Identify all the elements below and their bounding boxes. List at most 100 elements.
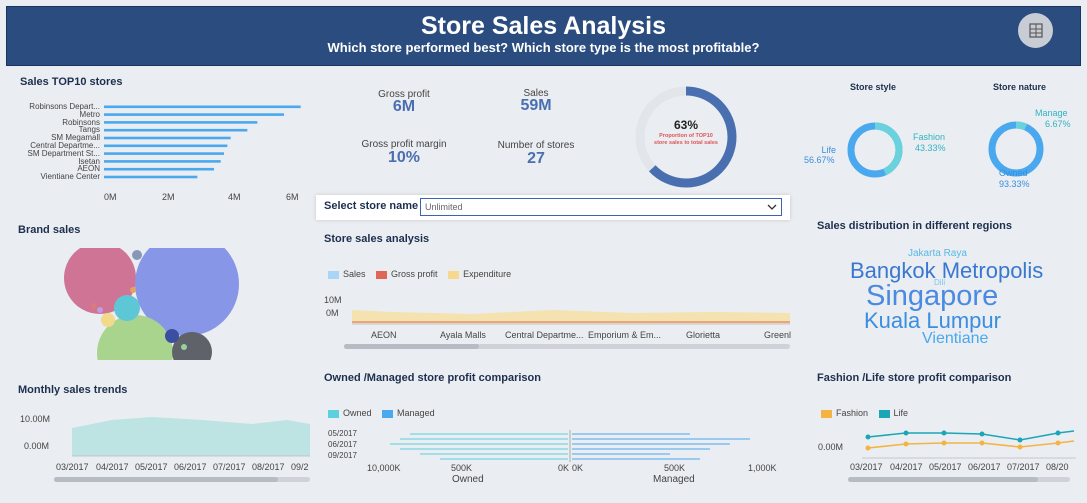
word-vientiane[interactable]: Vientiane <box>922 330 989 347</box>
brand-bubble[interactable] <box>64 248 136 314</box>
om-xtick: 10,000K <box>367 463 401 473</box>
kpi-margin-value: 10% <box>387 149 421 166</box>
fashion-arc <box>847 122 903 178</box>
fashion-pct: 43.33% <box>915 143 946 153</box>
top10-title: Sales TOP10 stores <box>20 76 123 88</box>
top10-store-label: SM Megamall <box>51 133 100 143</box>
legend-gross-profit[interactable]: Gross profit <box>376 269 438 279</box>
store-sales-xaxis: AEON Ayala Malls Central Departme... Emp… <box>340 330 791 342</box>
fashion-label: Fashion <box>913 132 946 142</box>
store-sales-ytick: 10M <box>324 295 342 305</box>
legend-managed[interactable]: Managed <box>382 408 435 418</box>
kpi-sales-value: 59M <box>520 97 552 114</box>
legend-fashion[interactable]: Fashion <box>821 408 868 418</box>
fashion-life-legend: Fashion Life <box>821 408 908 418</box>
om-axis-managed: Managed <box>653 474 695 485</box>
top10-bar[interactable] <box>104 175 198 179</box>
top10-bar[interactable] <box>104 113 284 116</box>
legend-label: Expenditure <box>463 269 512 279</box>
owned-managed-yaxis: 05/2017 06/2017 09/2017 <box>328 428 357 461</box>
top10-bar[interactable] <box>104 160 221 163</box>
top10-bar[interactable] <box>104 152 224 155</box>
store-sales-ytick: 0M <box>326 308 339 318</box>
top10-tick: 2M <box>162 192 175 202</box>
top10-store-label: Tangs <box>78 125 100 135</box>
word-kuala[interactable]: Kuala Lumpur <box>864 308 1001 333</box>
top10-bar[interactable] <box>104 128 248 132</box>
top10-store-label: Central Departme... <box>30 140 100 150</box>
top10-store-label: Isetan <box>78 156 100 166</box>
top10-bar[interactable] <box>104 167 214 171</box>
owned-managed-legend: Owned Managed <box>328 408 435 418</box>
kpi-gross-profit-label: Gross profit <box>378 89 430 100</box>
store-select-label: Select store name <box>324 200 419 212</box>
regions-title: Sales distribution in different regions <box>817 220 1012 232</box>
brand-bubble[interactable] <box>91 303 97 309</box>
kpi-gross-profit-value: 6M <box>392 98 416 115</box>
fl-xtick: 08/20 <box>1046 462 1069 472</box>
brand-bubble[interactable] <box>130 287 136 293</box>
monthly-xtick: 04/2017 <box>96 462 129 472</box>
top10-bar[interactable] <box>104 136 231 140</box>
om-ytick: 09/2017 <box>328 451 357 460</box>
word-dili[interactable]: Dili <box>934 278 946 287</box>
fashion-points <box>865 440 1061 451</box>
word-bangkok[interactable]: Bangkok Metropolis <box>850 258 1044 283</box>
fl-xtick: 06/2017 <box>968 462 1001 472</box>
expenditure-area <box>352 310 790 324</box>
legend-swatch <box>382 409 394 418</box>
fl-xtick: 04/2017 <box>890 462 923 472</box>
brand-bubble[interactable] <box>135 248 239 336</box>
page-title: Store Sales Analysis <box>420 12 667 40</box>
legend-expenditure[interactable]: Expenditure <box>448 269 511 279</box>
kpi-sales-label: Sales <box>523 88 549 99</box>
store-sales-legend: Sales Gross profit Expenditure <box>328 269 511 279</box>
monthly-scroll-thumb[interactable] <box>54 477 278 482</box>
legend-life[interactable]: Life <box>878 408 908 418</box>
store-sales-scroll-track[interactable] <box>344 344 790 349</box>
monthly-xtick: 06/2017 <box>174 462 207 472</box>
brand-bubble[interactable] <box>114 295 140 321</box>
page-subtitle: Which store performed best? Which store … <box>327 40 760 55</box>
brand-bubble[interactable] <box>132 250 142 260</box>
owned-arc <box>988 121 1044 177</box>
brand-bubble[interactable] <box>165 329 179 343</box>
dashboard-header: Store Sales Analysis Which store perform… <box>6 6 1081 66</box>
legend-owned[interactable]: Owned <box>328 408 372 418</box>
store-select-dropdown[interactable]: Unlimited <box>420 198 782 216</box>
brand-bubble[interactable] <box>97 307 103 313</box>
store-sales-scroll-thumb[interactable] <box>344 344 479 349</box>
word-singapore[interactable]: Singapore <box>866 280 999 312</box>
life-label: Life <box>821 145 836 155</box>
store-sales-xtick: AEON <box>371 330 397 340</box>
fashion-life-scroll-thumb[interactable] <box>848 477 1038 482</box>
monthly-xtick: 08/2017 <box>252 462 285 472</box>
om-ytick: 06/2017 <box>328 440 357 449</box>
brand-bubble[interactable] <box>101 313 115 327</box>
fashion-life-scroll-track[interactable] <box>848 477 1070 482</box>
brand-bubble[interactable] <box>172 332 212 360</box>
brand-bubble[interactable] <box>97 315 173 360</box>
legend-sales[interactable]: Sales <box>328 269 366 279</box>
store-select-panel: Select store name Unlimited <box>316 195 790 220</box>
fashion-life-line-chart <box>862 430 1076 459</box>
top10-bar[interactable] <box>104 121 258 124</box>
word-jakarta[interactable]: Jakarta Raya <box>908 248 967 259</box>
brand-bubble-chart <box>64 248 239 360</box>
top10-bar[interactable] <box>104 144 228 148</box>
store-nature-donut <box>988 121 1044 177</box>
monthly-scroll-track[interactable] <box>54 477 310 482</box>
brand-bubble[interactable] <box>181 344 187 350</box>
filter-panel-button[interactable] <box>1018 13 1053 48</box>
brand-sales-title: Brand sales <box>18 224 81 236</box>
legend-swatch <box>448 270 460 279</box>
fashion-life-ytick: 0.00M <box>818 442 844 452</box>
top10-bar[interactable] <box>104 105 301 109</box>
legend-swatch <box>376 270 388 279</box>
owned-managed-butterfly <box>390 430 750 462</box>
top10-tick: 4M <box>228 192 241 202</box>
managed-bars <box>572 433 750 460</box>
fashion-life-title: Fashion /Life store profit comparison <box>817 372 1012 384</box>
fashion-line <box>867 440 1075 449</box>
top10-bars <box>104 105 301 179</box>
